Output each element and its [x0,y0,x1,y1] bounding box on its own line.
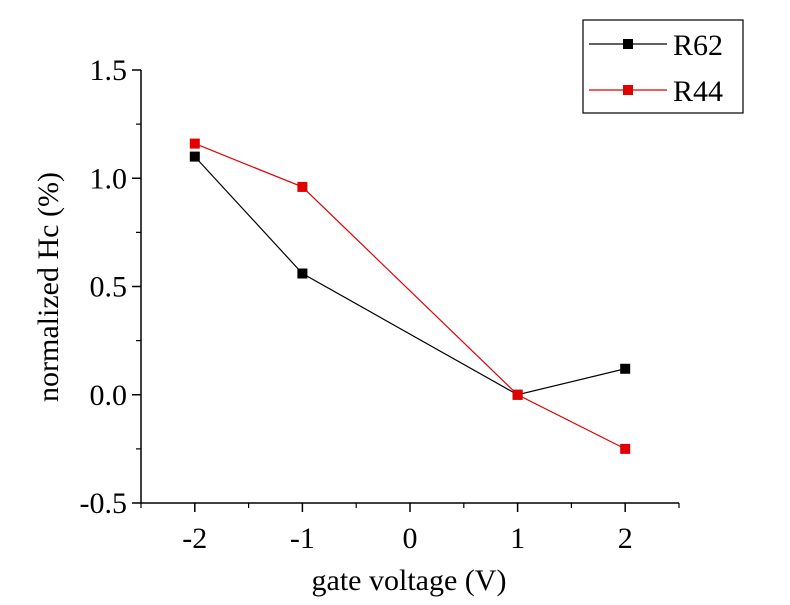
y-tick-label: -0.5 [80,487,128,520]
series-line-r44 [194,143,626,450]
series-layer [189,138,631,454]
x-tick-label: -2 [182,522,207,555]
x-axis-title: gate voltage (V) [312,564,507,597]
data-point-r44 [512,389,523,400]
x-tick-label: 2 [618,522,633,555]
y-tick-label: 1.5 [90,54,128,87]
data-point-r44 [297,181,308,192]
legend-marker-r44 [623,85,633,95]
legend-label-r44: R44 [673,75,723,108]
y-tick-label: 1.0 [90,162,128,195]
data-point-r62 [620,363,631,374]
x-tick-label: 0 [403,522,418,555]
data-point-r44 [189,138,200,149]
y-tick-label: 0.5 [90,271,128,304]
x-tick-label: 1 [510,522,525,555]
axes: -2 -1 0 1 2 -0.5 0.0 0.5 1.0 1.5 [80,54,680,555]
series-line-r62 [194,156,626,396]
data-point-r44 [620,443,631,454]
legend-box [582,19,744,114]
data-point-r62 [189,151,200,162]
legend-label-r62: R62 [673,29,723,62]
data-point-r62 [297,268,308,279]
y-tick-label: 0.0 [90,379,128,412]
x-tick-label: -1 [290,522,315,555]
legend-marker-r62 [623,39,633,49]
y-axis-title: normalized Hc (%) [32,172,65,402]
